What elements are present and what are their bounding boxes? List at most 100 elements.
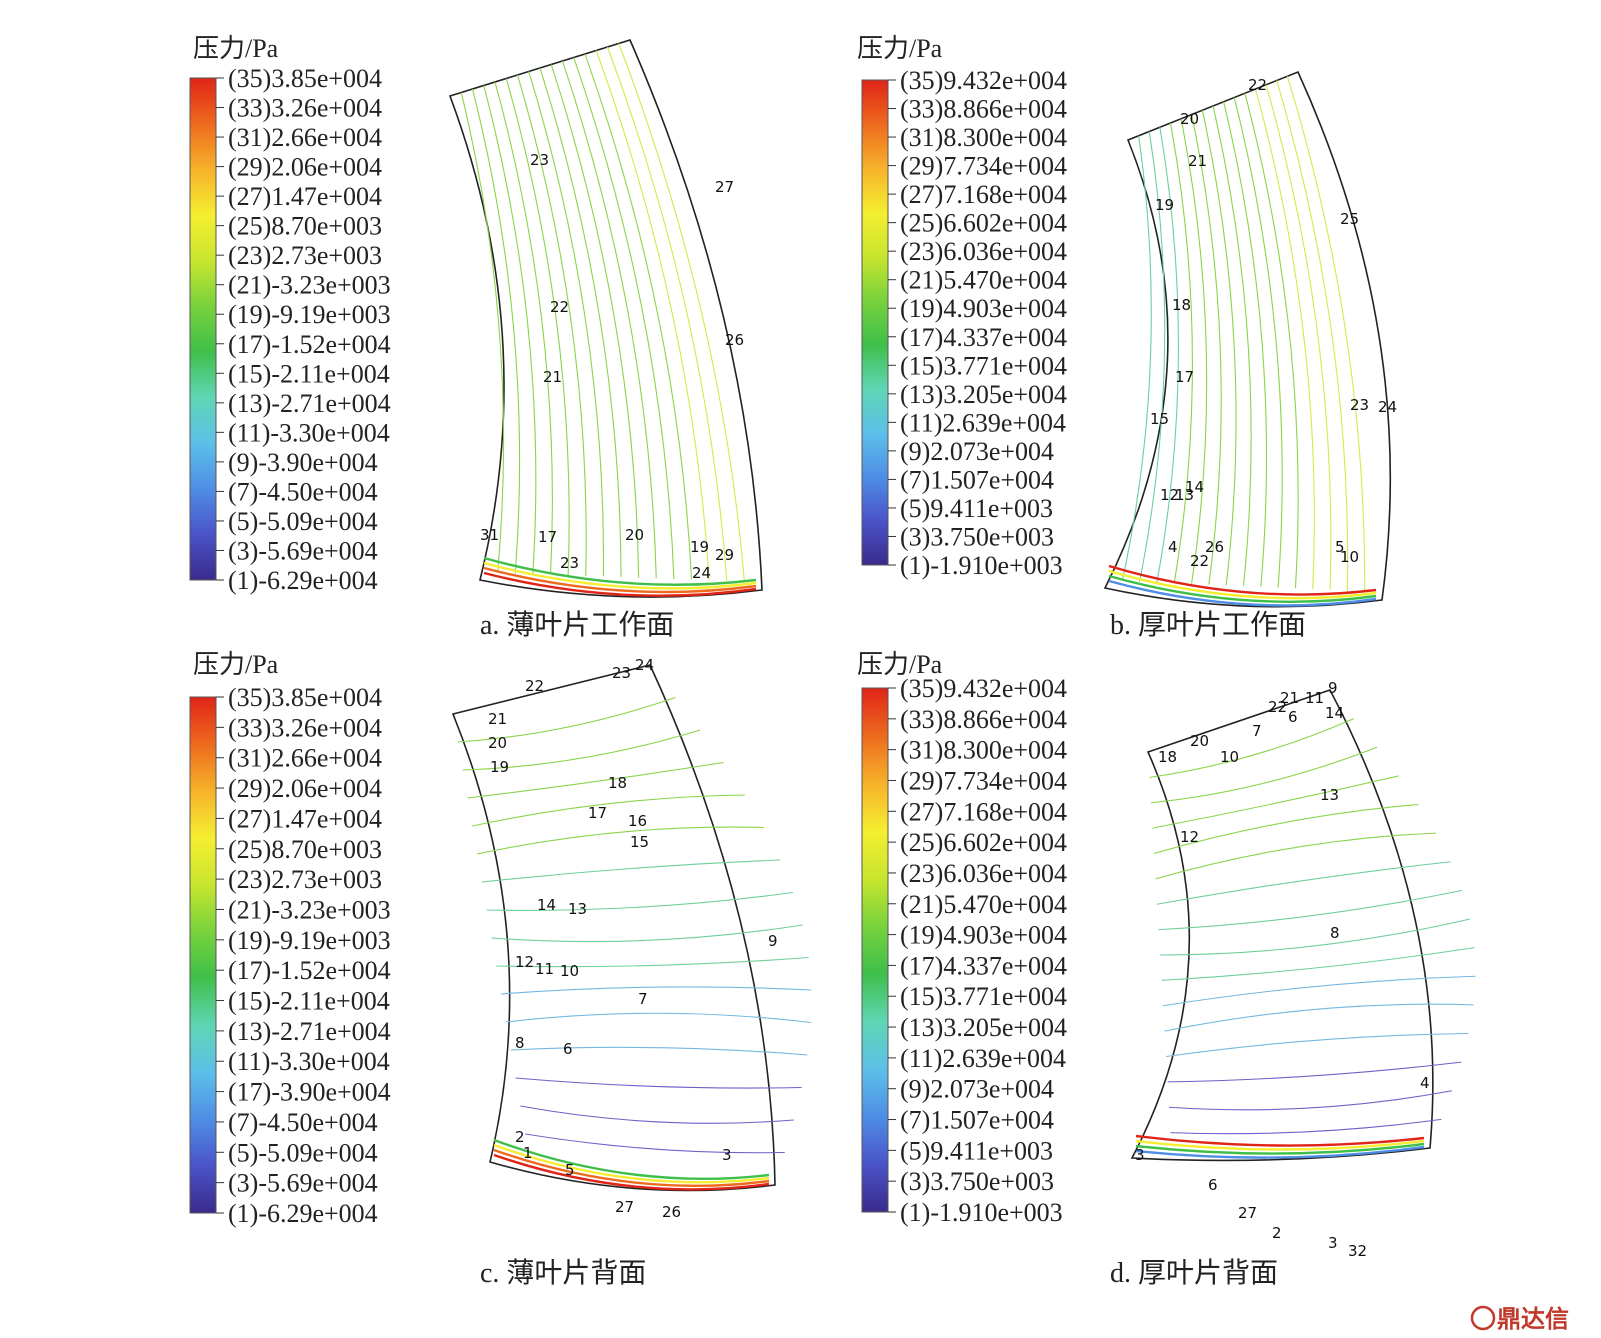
contour-line xyxy=(476,826,764,855)
contour-label: 18 xyxy=(608,774,627,792)
contour-label: 5 xyxy=(565,1161,575,1179)
contour-label: 1 xyxy=(523,1144,533,1162)
contour-line xyxy=(1139,131,1166,582)
contour-line xyxy=(1158,889,1463,931)
legend-label: (35)9.432e+004 xyxy=(900,674,1067,703)
contour-label: 3 xyxy=(1328,1234,1338,1252)
contour-label: 10 xyxy=(1340,548,1359,566)
contour-line xyxy=(561,60,657,579)
contour-label: 19 xyxy=(690,538,709,556)
contour-label: 31 xyxy=(480,526,499,544)
legend-label: (15)3.771e+004 xyxy=(900,351,1067,380)
contour-label: 23 xyxy=(1350,396,1369,414)
contour-label: 29 xyxy=(715,546,734,564)
contour-label: 8 xyxy=(1330,924,1340,942)
contour-label: 10 xyxy=(1220,748,1239,766)
contour-line xyxy=(460,92,505,573)
legend-label: (23)6.036e+004 xyxy=(900,237,1067,266)
legend-title: 压力/Pa xyxy=(857,34,943,63)
contour-line xyxy=(483,85,537,574)
legend-label: (1)-1.910e+003 xyxy=(900,551,1063,580)
contour-label: 16 xyxy=(628,812,647,830)
legend-label: (27)7.168e+004 xyxy=(900,180,1067,209)
contour-label: 26 xyxy=(662,1203,681,1221)
contour-line xyxy=(516,74,587,576)
contour-line xyxy=(1150,746,1378,804)
contour-line xyxy=(573,57,675,579)
contour-label: 2 xyxy=(515,1128,525,1146)
contour-label: 22 xyxy=(1248,76,1267,94)
legend-label: (33)3.26e+004 xyxy=(228,94,382,123)
legend-label: (3)-5.69e+004 xyxy=(228,1169,378,1198)
contour-line xyxy=(1223,101,1268,587)
contour-label: 21 xyxy=(1280,689,1299,707)
legend-label: (33)3.26e+004 xyxy=(228,713,382,742)
legend-label: (17)-1.52e+004 xyxy=(228,330,391,359)
contour-line xyxy=(1180,118,1208,584)
legend-label: (27)1.47e+004 xyxy=(228,182,382,211)
contour-line xyxy=(528,71,605,577)
legend-label: (13)-2.71e+004 xyxy=(228,1017,391,1046)
contour-line xyxy=(618,43,745,582)
contour-band-line xyxy=(493,1143,770,1184)
legend-label: (1)-6.29e+004 xyxy=(228,566,378,595)
legend-label: (9)-3.90e+004 xyxy=(228,448,378,477)
contour-band-line xyxy=(1108,574,1377,603)
legend-label: (21)-3.23e+003 xyxy=(228,271,391,300)
contour-label: 7 xyxy=(1252,722,1262,740)
legend-label: (3)-5.69e+004 xyxy=(228,536,378,565)
contour-label: 20 xyxy=(1190,732,1209,750)
legend-label: (9)2.073e+004 xyxy=(900,1075,1054,1104)
legend-label: (11)-3.30e+004 xyxy=(228,1047,390,1076)
contour-label: 3 xyxy=(1135,1146,1145,1164)
contour-label: 18 xyxy=(1158,748,1177,766)
contour-label: 9 xyxy=(768,932,778,950)
contour-line xyxy=(520,1105,794,1124)
contour-label: 20 xyxy=(488,734,507,752)
contour-label: 17 xyxy=(1175,368,1194,386)
legend-label: (11)2.639e+004 xyxy=(900,1044,1066,1073)
legend-label: (13)-2.71e+004 xyxy=(228,389,391,418)
legend-label: (25)8.70e+003 xyxy=(228,835,382,864)
contour-line xyxy=(550,64,640,578)
contour-label: 8 xyxy=(515,1034,525,1052)
contour-label: 21 xyxy=(488,710,507,728)
contour-label: 24 xyxy=(1378,398,1397,416)
contour-line xyxy=(1152,775,1399,829)
contour-label: 17 xyxy=(538,528,557,546)
contour-line xyxy=(584,53,693,580)
legend-label: (1)-1.910e+003 xyxy=(900,1198,1063,1227)
legend-label: (33)8.866e+004 xyxy=(900,95,1067,124)
panel-b: 压力/Pa (35)9.432e+004(33)8.866e+004(31)8.3… xyxy=(857,34,1397,641)
contour-line xyxy=(481,859,781,883)
contour-label: 13 xyxy=(1320,786,1339,804)
legend-label: (17)4.337e+004 xyxy=(900,323,1067,352)
contour-label: 22 xyxy=(1190,552,1209,570)
legend-label: (35)3.85e+004 xyxy=(228,64,382,93)
contour-line xyxy=(1170,1118,1442,1135)
contour-label: 10 xyxy=(560,962,579,980)
legend-label: (3)3.750e+003 xyxy=(900,1167,1054,1196)
contour-label: 22 xyxy=(525,677,544,695)
legend-label: (1)-6.29e+004 xyxy=(228,1199,378,1228)
contour-line xyxy=(1265,84,1332,590)
contour-line xyxy=(606,46,728,581)
contour-line xyxy=(491,924,803,943)
contour-label: 11 xyxy=(535,960,554,978)
contour-label: 6 xyxy=(1208,1176,1218,1194)
contour-label: 6 xyxy=(563,1040,573,1058)
contour-line xyxy=(462,729,701,771)
legend-label: (11)2.639e+004 xyxy=(900,408,1066,437)
contour-label: 12 xyxy=(1180,828,1199,846)
legend-label: (19)-9.19e+003 xyxy=(228,300,391,329)
legend-label: (25)6.602e+004 xyxy=(900,828,1067,857)
contour-line xyxy=(501,986,812,995)
contour-band-line xyxy=(1108,564,1377,596)
legend-label: (19)4.903e+004 xyxy=(900,921,1067,950)
contour-label: 23 xyxy=(530,151,549,169)
contour-label: 23 xyxy=(612,664,631,682)
legend-label: (7)1.507e+004 xyxy=(900,1106,1054,1135)
contour-label: 27 xyxy=(1238,1204,1257,1222)
legend-label: (29)2.06e+004 xyxy=(228,153,382,182)
